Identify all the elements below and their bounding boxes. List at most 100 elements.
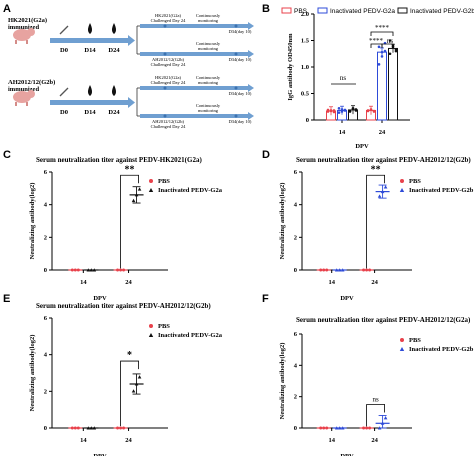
- legend-label: Inactivated PEDV-G2a: [158, 332, 223, 339]
- day-label-2: D24: [108, 109, 120, 116]
- legend-marker: [400, 179, 404, 183]
- challenge-label-line: Challenged Day 24: [151, 18, 186, 23]
- challenge-arrowhead: [248, 84, 254, 92]
- y-tick-label: 0: [294, 267, 297, 274]
- legend-label: Inactivated PEDV-G2b: [410, 8, 474, 15]
- panel-label-e: E: [3, 293, 10, 305]
- monitoring-label-line: monitoring: [198, 108, 219, 113]
- challenge-bar: [140, 86, 248, 90]
- group-label-1-line-1: immunized: [8, 86, 39, 93]
- data-point: [137, 187, 142, 191]
- monitoring-label-line: monitoring: [198, 46, 219, 51]
- data-point: [326, 108, 330, 112]
- data-point: [89, 268, 94, 272]
- y-tick-label: 1.5: [301, 38, 310, 45]
- data-point: [119, 268, 123, 272]
- challenge-dot: [234, 24, 238, 28]
- data-point: [368, 268, 372, 272]
- legend-marker: [399, 188, 405, 192]
- challenge-label-line: AH2012/12(G2b): [152, 57, 184, 62]
- data-point: [116, 426, 120, 430]
- data-point: [73, 426, 77, 430]
- challenge-dot: [163, 114, 167, 118]
- data-point: [122, 268, 126, 272]
- y-tick-label: 2: [44, 388, 47, 395]
- data-point: [377, 194, 382, 198]
- y-tick-label: 0: [44, 425, 47, 432]
- pig-head: [27, 28, 35, 36]
- end-day-label: D34(day 10): [229, 29, 252, 34]
- challenge-label-line: HK2021(G2a): [155, 75, 181, 80]
- challenge-bar: [140, 24, 248, 28]
- sig-bracket: [366, 404, 385, 427]
- challenge-dot: [163, 86, 167, 90]
- data-point: [89, 426, 94, 430]
- data-point: [354, 109, 358, 112]
- challenge-dot: [234, 86, 238, 90]
- y-tick-label: 6: [44, 315, 48, 322]
- ns-label: ns: [340, 74, 347, 82]
- monitoring-label-line: Continuously: [196, 103, 221, 108]
- challenge-label-line: Challenged Day 24: [151, 62, 186, 67]
- pig-body: [13, 29, 31, 41]
- legend-label: PBS: [158, 323, 170, 330]
- x-tick-label: 14: [80, 279, 87, 286]
- x-tick-label: 14: [339, 129, 346, 136]
- end-day-label: D34(day 10): [229, 91, 252, 96]
- sig-label: *: [127, 350, 132, 361]
- legend-swatch: [281, 7, 292, 14]
- day-label-1: D14: [84, 109, 96, 116]
- panel-label-b: B: [262, 3, 270, 15]
- challenge-arrowhead: [248, 112, 254, 120]
- chart-d: Serum neutralization titer against PEDV-…: [279, 156, 474, 302]
- challenge-bar: [140, 52, 248, 56]
- data-point: [137, 375, 142, 379]
- ns-label: ns: [387, 37, 394, 45]
- x-tick-label: 24: [379, 129, 386, 136]
- legend-swatch: [397, 7, 408, 14]
- pig-body: [13, 91, 31, 103]
- chart-title: Serum neutralization titer against PEDV-…: [296, 156, 471, 164]
- data-point: [119, 426, 123, 430]
- y-axis-label: Neutralizing antibody(log2): [279, 183, 286, 260]
- x-axis-label: DPV: [93, 295, 107, 302]
- sig-bracket: [120, 174, 139, 269]
- data-point: [362, 426, 366, 430]
- challenge-arrowhead: [248, 50, 254, 58]
- data-point: [394, 48, 398, 51]
- data-point: [380, 421, 385, 425]
- legend-marker: [399, 347, 405, 351]
- x-axis-label: DPV: [93, 453, 107, 456]
- x-tick-label: 14: [328, 437, 335, 444]
- chart-e: Serum neutralization titer against PEDV-…: [29, 302, 223, 456]
- data-point: [322, 268, 326, 272]
- data-point: [383, 49, 387, 53]
- chart-f: Serum neutralization titer against PEDV-…: [279, 316, 474, 456]
- data-point: [337, 111, 341, 114]
- data-point: [388, 39, 392, 42]
- day-label-0: D0: [60, 109, 68, 116]
- sig-bracket: [370, 31, 394, 36]
- legend-label: PBS: [158, 178, 170, 185]
- y-tick-label: 2: [294, 394, 297, 401]
- panel-label-f: F: [262, 293, 269, 305]
- pig-leg: [26, 102, 28, 106]
- challenge-arrowhead: [248, 22, 254, 30]
- syringe-icon: [59, 87, 69, 97]
- data-point: [368, 426, 372, 430]
- drop-icon: [88, 85, 92, 96]
- data-point: [325, 268, 329, 272]
- data-point: [134, 382, 139, 386]
- x-tick-label: 24: [125, 279, 132, 286]
- data-point: [332, 109, 336, 112]
- group-label-0-line-0: HK2021(G2a): [8, 17, 47, 24]
- pig-icon: [13, 28, 35, 44]
- data-point: [76, 426, 80, 430]
- y-tick-label: 2: [44, 234, 47, 241]
- timeline-arrowhead: [128, 97, 135, 108]
- data-point: [334, 426, 339, 430]
- data-point: [122, 426, 126, 430]
- legend-marker: [148, 333, 154, 337]
- data-point: [337, 107, 341, 110]
- end-day-label: D34(day 10): [229, 119, 252, 124]
